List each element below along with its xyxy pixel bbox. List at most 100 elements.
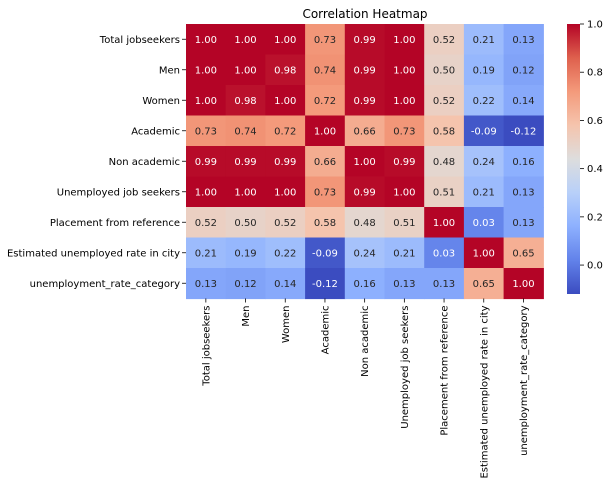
row-label: Academic	[131, 126, 180, 137]
heatmap-cell	[424, 115, 465, 147]
heatmap-cell	[186, 146, 227, 178]
cell-value-label: 1.00	[393, 35, 415, 46]
heatmap-cell	[503, 176, 544, 208]
heatmap-cell	[305, 24, 346, 56]
row-label: Unemployed job seekers	[57, 187, 180, 198]
heatmap-cell	[463, 85, 505, 117]
column-labels: Total jobseekers Men Women Academic Non acad…	[201, 298, 530, 479]
heatmap-cell	[424, 85, 465, 117]
cell-value-label: 0.99	[354, 65, 376, 76]
cell-value-label: 1.00	[433, 218, 455, 229]
cell-value-label: 0.50	[433, 65, 455, 76]
cell-value-label: 0.14	[274, 279, 296, 290]
heatmap-cell	[503, 85, 544, 117]
heatmap-cell	[344, 115, 386, 147]
cell-value-label: 0.99	[195, 157, 217, 168]
heatmap-cell	[344, 146, 386, 178]
cell-value-label: 0.13	[512, 218, 534, 229]
heatmap-cell	[225, 54, 266, 86]
heatmap-cell	[503, 146, 544, 178]
cell-value-label: 0.52	[433, 96, 455, 107]
cell-value-label: 0.73	[393, 126, 415, 137]
row-label: Estimated unemployed rate in city	[7, 248, 180, 259]
cell-value-label: 0.99	[354, 187, 376, 198]
cell-value-label: 0.72	[314, 96, 336, 107]
heatmap-cell	[186, 176, 227, 208]
cell-value-label: 1.00	[314, 126, 336, 137]
heatmap-cell	[225, 237, 266, 269]
heatmap-cell	[225, 24, 266, 56]
heatmap-cell	[265, 85, 306, 117]
heatmap-cell	[344, 24, 386, 56]
cell-value-label: 1.00	[473, 248, 495, 259]
cell-value-label: 1.00	[274, 96, 296, 107]
cell-value-label: 0.52	[433, 35, 455, 46]
cell-value-label: 1.00	[354, 157, 376, 168]
cell-value-label: 1.00	[274, 35, 296, 46]
heatmap-cell	[305, 268, 346, 300]
heatmap-cell	[186, 54, 227, 86]
heatmap-cell	[186, 268, 227, 300]
heatmap-cell	[305, 85, 346, 117]
cell-value-label: 0.12	[234, 279, 256, 290]
row-label: Total jobseekers	[99, 35, 180, 46]
heatmap-cell	[384, 176, 425, 208]
heatmap-cell	[344, 237, 386, 269]
heatmap-cell	[225, 85, 266, 117]
cell-value-label: 0.48	[433, 157, 455, 168]
heatmap-cell	[305, 146, 346, 178]
cell-value-label: 0.99	[354, 96, 376, 107]
cell-value-label: 1.00	[234, 187, 256, 198]
cell-value-label: 0.98	[234, 96, 256, 107]
cell-value-label: -0.09	[312, 248, 338, 259]
cell-value-label: 1.00	[234, 35, 256, 46]
heatmap-cell	[384, 24, 425, 56]
cell-value-label: 0.48	[354, 218, 376, 229]
heatmap-cell	[265, 207, 306, 239]
heatmap-cell	[424, 24, 465, 56]
column-label: Women	[281, 306, 292, 344]
heatmap-cell	[265, 237, 306, 269]
heatmap-cell	[265, 24, 306, 56]
cell-value-label: 0.21	[473, 35, 495, 46]
cell-value-label: 0.24	[354, 248, 376, 259]
cell-value-label: 0.99	[274, 157, 296, 168]
colorbar-tick-label: 0.8	[587, 68, 603, 79]
cell-value-label: 0.19	[234, 248, 256, 259]
heatmap-cell	[463, 54, 505, 86]
heatmap-cell	[225, 207, 266, 239]
cell-value-label: 0.16	[354, 279, 376, 290]
heatmap-cell	[305, 176, 346, 208]
heatmap-cell	[503, 54, 544, 86]
colorbar-tick-label: 1.0	[587, 20, 603, 31]
cell-value-label: -0.09	[471, 126, 497, 137]
heatmap-cell	[186, 207, 227, 239]
heatmap-cells: 1.00 1.00 1.00 0.73 0.99 1.00 0.52 0.21 0.13 1.00…	[186, 24, 544, 300]
cell-value-label: 1.00	[274, 187, 296, 198]
cell-value-label: 1.00	[393, 65, 415, 76]
heatmap-cell	[225, 146, 266, 178]
heatmap-cell	[344, 176, 386, 208]
heatmap-cell	[424, 237, 465, 269]
heatmap-cell	[503, 115, 544, 147]
heatmap-cell	[186, 85, 227, 117]
cell-value-label: 0.52	[195, 218, 217, 229]
column-label: Academic	[320, 306, 331, 355]
heatmap-cell	[463, 268, 505, 300]
heatmap-cell	[424, 146, 465, 178]
heatmap-cell	[384, 54, 425, 86]
heatmap-cell	[186, 237, 227, 269]
heatmap-cell	[384, 268, 425, 300]
cell-value-label: 0.51	[393, 218, 415, 229]
cell-value-label: 0.98	[274, 65, 296, 76]
cell-value-label: 0.58	[433, 126, 455, 137]
cell-value-label: 1.00	[512, 279, 534, 290]
cell-value-label: 0.03	[473, 218, 495, 229]
cell-value-label: 1.00	[195, 35, 217, 46]
heatmap-cell	[384, 85, 425, 117]
heatmap-cell	[384, 115, 425, 147]
cell-value-label: 0.52	[274, 218, 296, 229]
heatmap-cell	[344, 54, 386, 86]
cell-value-label: 0.22	[473, 96, 495, 107]
